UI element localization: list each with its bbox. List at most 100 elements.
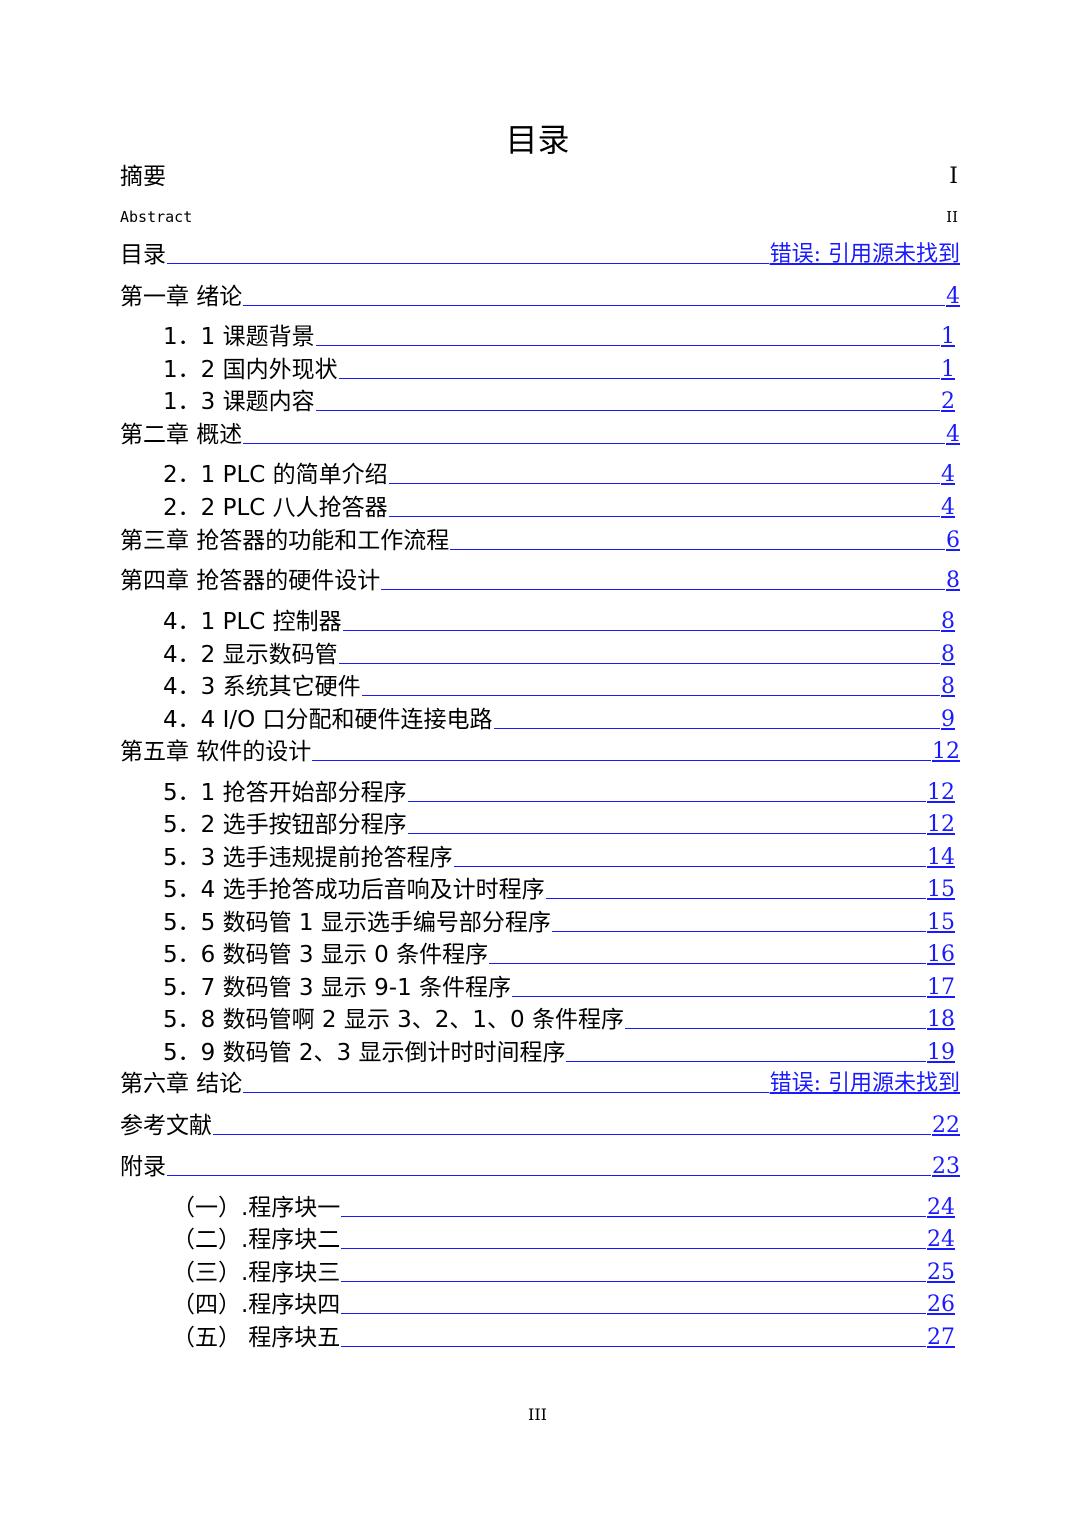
toc-entry-page-link[interactable]: 8 <box>946 568 960 593</box>
toc-entry-page-link[interactable]: 错误: 引用源未找到 <box>769 242 960 267</box>
page-title: 目录 <box>505 121 570 159</box>
toc-entry-page-link[interactable]: 18 <box>927 1007 955 1032</box>
toc-entry[interactable]: 4．4 I/O 口分配和硬件连接电路 9 <box>163 703 955 733</box>
toc-entry-page-link[interactable]: 23 <box>932 1154 960 1179</box>
toc-entry[interactable]: 第二章 概述 4 <box>120 418 960 448</box>
toc-leader-line <box>341 1346 926 1347</box>
toc-leader-line <box>338 378 940 379</box>
toc-leader-line <box>407 833 926 834</box>
toc-entry[interactable]: 5．1 抢答开始部分程序 12 <box>163 776 955 806</box>
toc-entry[interactable]: 参考文献 22 <box>120 1109 960 1139</box>
toc-entry[interactable]: 第一章 绪论 4 <box>120 280 960 310</box>
toc-entry-page-link[interactable]: 4 <box>941 462 955 487</box>
toc-entry[interactable]: 2．2 PLC 八人抢答器 4 <box>163 491 955 521</box>
toc-entry-page-link[interactable]: 9 <box>941 707 955 732</box>
toc-entry-label: 1．3 课题内容 <box>163 389 315 415</box>
toc-entry-page-link[interactable]: 1 <box>941 324 955 349</box>
toc-leader-line <box>381 589 945 590</box>
toc-entry-page-link[interactable]: 8 <box>941 642 955 667</box>
toc-entry-page-link[interactable]: 12 <box>932 739 960 764</box>
toc-leader-line <box>243 1092 769 1093</box>
toc-entry[interactable]: （三）.程序块三 25 <box>172 1256 955 1286</box>
toc-entry[interactable]: 5．3 选手违规提前抢答程序 14 <box>163 841 955 871</box>
toc-entry-page-link[interactable]: 4 <box>946 284 960 309</box>
toc-entry-page-link[interactable]: 22 <box>932 1113 960 1138</box>
toc-entry[interactable]: 5．8 数码管啊 2 显示 3、2、1、0 条件程序 18 <box>163 1003 955 1033</box>
toc-entry-label: 5．5 数码管 1 显示选手编号部分程序 <box>163 910 551 936</box>
toc-entry[interactable]: 5．9 数码管 2、3 显示倒计时时间程序 19 <box>163 1036 955 1066</box>
toc-leader-line <box>388 516 940 517</box>
toc-leader-line <box>566 1061 926 1062</box>
toc-leader-line <box>341 1248 926 1249</box>
toc-entry-label: 1．2 国内外现状 <box>163 357 338 383</box>
toc-leader-line <box>243 305 945 306</box>
toc-entry-page-link[interactable]: 15 <box>927 910 955 935</box>
toc-entry[interactable]: 1．3 课题内容 2 <box>163 385 955 415</box>
toc-entry[interactable]: 5．4 选手抢答成功后音响及计时程序 15 <box>163 873 955 903</box>
toc-entry[interactable]: 附录 23 <box>120 1150 960 1180</box>
toc-entry-page-link[interactable]: 1 <box>941 357 955 382</box>
toc-entry-label: 4．1 PLC 控制器 <box>163 609 342 635</box>
toc-entry[interactable]: 第五章 软件的设计 12 <box>120 735 960 765</box>
toc-entry-page-link[interactable]: 19 <box>927 1040 955 1065</box>
toc-entry-label: 5．9 数码管 2、3 显示倒计时时间程序 <box>163 1040 566 1066</box>
toc-entry[interactable]: 5．7 数码管 3 显示 9-1 条件程序 17 <box>163 971 955 1001</box>
toc-entry-page-link[interactable]: 27 <box>927 1325 955 1350</box>
toc-entry-label: （三）.程序块三 <box>172 1260 341 1286</box>
toc-entry[interactable]: （五） 程序块五 27 <box>172 1321 955 1351</box>
toc-entry-page-link[interactable]: 26 <box>927 1292 955 1317</box>
toc-leader-line <box>625 1028 926 1029</box>
toc-entry[interactable]: 5．5 数码管 1 显示选手编号部分程序 15 <box>163 906 955 936</box>
toc-leader-line <box>342 630 940 631</box>
page-number: III <box>528 1405 547 1424</box>
toc-entry[interactable]: 2．1 PLC 的简单介绍 4 <box>163 458 955 488</box>
toc-entry-label: 5．3 选手违规提前抢答程序 <box>163 845 453 871</box>
toc-leader-line <box>545 898 926 899</box>
toc-entry[interactable]: 第六章 结论 错误: 引用源未找到 <box>120 1067 960 1097</box>
toc-entry[interactable]: 第三章 抢答器的功能和工作流程 6 <box>120 524 960 554</box>
toc-entry-page-link[interactable]: 24 <box>927 1195 955 1220</box>
toc-entry-label: 5．7 数码管 3 显示 9-1 条件程序 <box>163 975 512 1001</box>
toc-leader-line <box>341 1216 926 1217</box>
toc-leader-line <box>407 801 926 802</box>
toc-entry-page-link[interactable]: 17 <box>927 975 955 1000</box>
toc-entry-page-link[interactable]: 12 <box>927 812 955 837</box>
toc-entry[interactable]: （一）.程序块一 24 <box>172 1191 955 1221</box>
toc-entry[interactable]: 5．6 数码管 3 显示 0 条件程序 16 <box>163 938 955 968</box>
toc-entry[interactable]: 4．3 系统其它硬件 8 <box>163 670 955 700</box>
toc-entry-label: 目录 <box>120 242 166 268</box>
toc-entry[interactable]: 5．2 选手按钮部分程序 12 <box>163 808 955 838</box>
toc-entry[interactable]: 第四章 抢答器的硬件设计 8 <box>120 564 960 594</box>
toc-entry[interactable]: （四）.程序块四 26 <box>172 1288 955 1318</box>
toc-entry[interactable]: 4．2 显示数码管 8 <box>163 638 955 668</box>
toc-entry-page-link[interactable]: 16 <box>927 942 955 967</box>
toc-entry-page-link[interactable]: 2 <box>941 389 955 414</box>
toc-entry-page-link[interactable]: 24 <box>927 1227 955 1252</box>
toc-entry-page-link[interactable]: 6 <box>946 528 960 553</box>
toc-entry-page-link[interactable]: 12 <box>927 780 955 805</box>
toc-entry-page-link[interactable]: 15 <box>927 877 955 902</box>
toc-leader-line <box>450 549 945 550</box>
toc-entry-page-link[interactable]: 4 <box>946 422 960 447</box>
toc-leader-line <box>315 410 940 411</box>
toc-entry[interactable]: 4．1 PLC 控制器 8 <box>163 605 955 635</box>
toc-entry-label: 5．1 抢答开始部分程序 <box>163 780 407 806</box>
toc-entry-label: 5．8 数码管啊 2 显示 3、2、1、0 条件程序 <box>163 1007 624 1033</box>
toc-entry-page-link[interactable]: 错误: 引用源未找到 <box>769 1071 960 1096</box>
toc-leader-line <box>341 1281 926 1282</box>
toc-leader-line <box>512 996 926 997</box>
toc-entry-page-link[interactable]: 25 <box>927 1260 955 1285</box>
toc-entry-page-link[interactable]: 8 <box>941 609 955 634</box>
toc-entry[interactable]: 1．2 国内外现状 1 <box>163 353 955 383</box>
toc-entry-page-link[interactable]: 14 <box>927 845 955 870</box>
toc-entry-page-link[interactable]: 8 <box>941 674 955 699</box>
toc-entry-page-link[interactable]: 4 <box>941 495 955 520</box>
toc-entry-label: 4．3 系统其它硬件 <box>163 674 361 700</box>
toc-leader-line <box>315 345 940 346</box>
toc-leader-line <box>551 931 926 932</box>
toc-entry[interactable]: 1．1 课题背景 1 <box>163 320 955 350</box>
toc-entry[interactable]: 目录 错误: 引用源未找到 <box>120 238 960 268</box>
toc-entry-label: 第五章 软件的设计 <box>120 739 312 765</box>
toc-entry[interactable]: （二）.程序块二 24 <box>172 1223 955 1253</box>
toc-entry-label: 1．1 课题背景 <box>163 324 315 350</box>
